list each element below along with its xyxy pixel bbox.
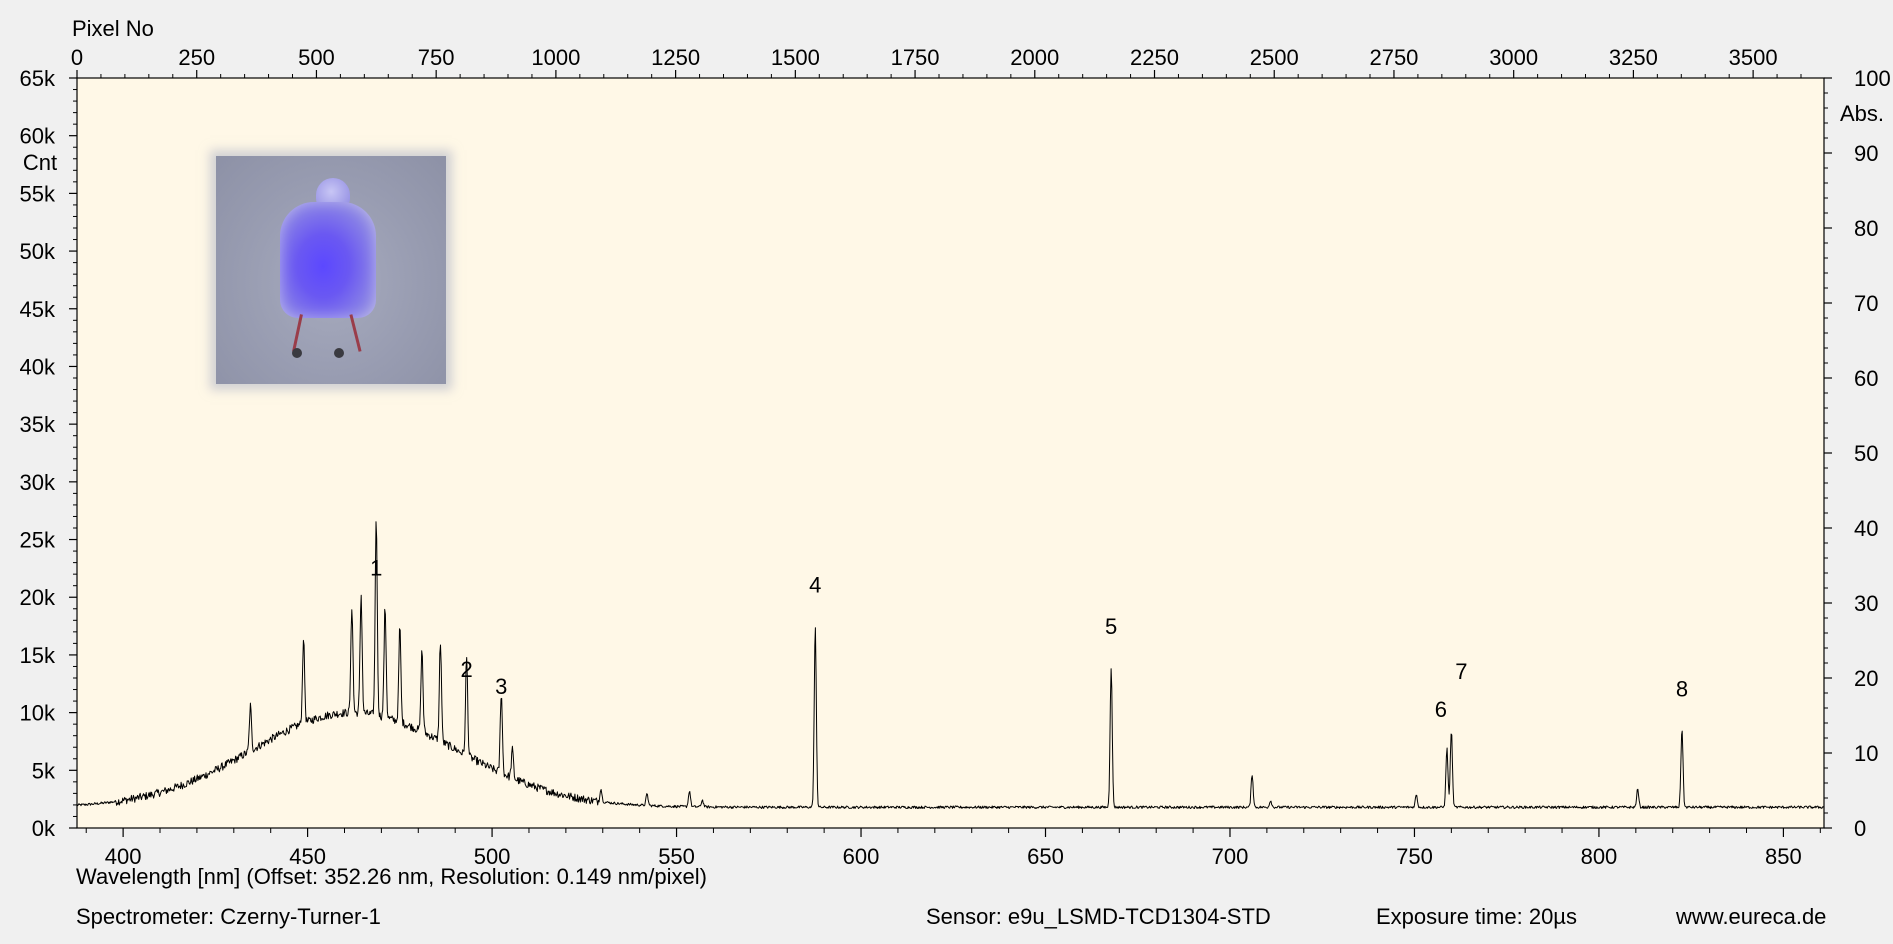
- peak-label-6: 6: [1435, 697, 1447, 722]
- wavelength-axis-label: Wavelength [nm] (Offset: 352.26 nm, Reso…: [76, 864, 707, 889]
- top-tick-label: 2000: [1010, 45, 1059, 70]
- top-tick-label: 2250: [1130, 45, 1179, 70]
- website-link[interactable]: www.eureca.de: [1676, 904, 1827, 929]
- x-tick-label: 800: [1581, 844, 1618, 869]
- x-tick-label: 700: [1212, 844, 1249, 869]
- top-tick-label: 3500: [1729, 45, 1778, 70]
- left-tick-label: 40k: [20, 354, 56, 379]
- left-tick-label: 10k: [20, 701, 56, 726]
- top-tick-label: 2750: [1369, 45, 1418, 70]
- x-tick-label: 600: [843, 844, 880, 869]
- top-tick-label: 1500: [771, 45, 820, 70]
- top-tick-label: 0: [71, 45, 83, 70]
- peak-label-8: 8: [1676, 676, 1688, 701]
- top-tick-label: 1000: [531, 45, 580, 70]
- axes-layer: [69, 70, 1832, 837]
- spectrum-trace: [76, 521, 1825, 809]
- top-tick-label: 3250: [1609, 45, 1658, 70]
- right-tick-label: 20: [1854, 666, 1878, 691]
- left-tick-label: 65k: [20, 66, 56, 91]
- left-tick-label: 5k: [32, 758, 56, 783]
- left-axis-label: Cnt: [23, 150, 57, 175]
- right-axis-label: Abs.: [1840, 101, 1884, 126]
- left-tick-label: 55k: [20, 181, 56, 206]
- top-tick-label: 2500: [1250, 45, 1299, 70]
- lamp-photo: [216, 156, 446, 384]
- left-tick-label: 45k: [20, 297, 56, 322]
- x-tick-label: 550: [658, 844, 695, 869]
- top-tick-label: 250: [178, 45, 215, 70]
- peak-label-3: 3: [495, 674, 507, 699]
- left-tick-label: 60k: [20, 124, 56, 149]
- peak-label-7: 7: [1455, 659, 1467, 684]
- left-tick-label: 15k: [20, 643, 56, 668]
- top-tick-label: 750: [418, 45, 455, 70]
- sensor-info: Sensor: e9u_LSMD-TCD1304-STD: [926, 904, 1271, 929]
- peak-label-4: 4: [809, 573, 821, 598]
- top-tick-label: 1250: [651, 45, 700, 70]
- x-tick-label: 750: [1396, 844, 1433, 869]
- lamp-lead-left: [292, 314, 303, 352]
- right-tick-label: 80: [1854, 216, 1878, 241]
- left-tick-label: 35k: [20, 412, 56, 437]
- top-tick-label: 500: [298, 45, 335, 70]
- peak-label-2: 2: [460, 657, 472, 682]
- right-tick-label: 10: [1854, 741, 1878, 766]
- right-tick-label: 60: [1854, 366, 1878, 391]
- x-tick-label: 400: [105, 844, 142, 869]
- x-tick-label: 850: [1765, 844, 1802, 869]
- left-tick-label: 30k: [20, 470, 56, 495]
- left-tick-label: 20k: [20, 585, 56, 610]
- lamp-pin-right: [334, 348, 344, 358]
- lamp-glow: [280, 202, 376, 318]
- top-tick-label: 1750: [891, 45, 940, 70]
- peak-label-5: 5: [1105, 614, 1117, 639]
- right-tick-label: 0: [1854, 816, 1866, 841]
- right-tick-label: 50: [1854, 441, 1878, 466]
- peak-label-1: 1: [370, 555, 382, 580]
- right-tick-label: 90: [1854, 141, 1878, 166]
- left-tick-label: 25k: [20, 528, 56, 553]
- right-tick-label: 30: [1854, 591, 1878, 616]
- top-axis-label: Pixel No: [72, 16, 154, 41]
- x-tick-label: 500: [474, 844, 511, 869]
- lamp-lead-right: [349, 314, 362, 352]
- left-tick-label: 50k: [20, 239, 56, 264]
- exposure-info: Exposure time: 20µs: [1376, 904, 1577, 929]
- right-tick-label: 100: [1854, 66, 1891, 91]
- top-tick-label: 3000: [1489, 45, 1538, 70]
- right-tick-label: 40: [1854, 516, 1878, 541]
- x-tick-label: 650: [1027, 844, 1064, 869]
- left-tick-label: 0k: [32, 816, 56, 841]
- spectrometer-info: Spectrometer: Czerny-Turner-1: [76, 904, 381, 929]
- x-tick-label: 450: [289, 844, 326, 869]
- lamp-pin-left: [292, 348, 302, 358]
- right-tick-label: 70: [1854, 291, 1878, 316]
